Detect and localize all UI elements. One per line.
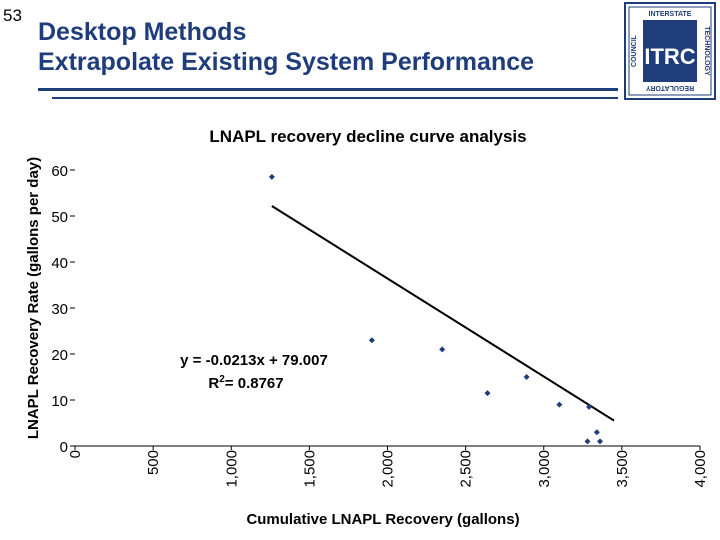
title-rule-top xyxy=(38,88,618,91)
data-point xyxy=(484,390,491,397)
title-line-2: Extrapolate Existing System Performance xyxy=(38,48,535,76)
x-tick-label: 1,500 xyxy=(301,450,318,488)
trendline-r2: R2= 0.8767 xyxy=(208,374,283,392)
data-point xyxy=(586,403,593,410)
logo-right-text: TECHNOLOGY xyxy=(703,26,710,76)
x-axis-label: Cumulative LNAPL Recovery (gallons) xyxy=(246,511,519,528)
logo-left-text: COUNCIL xyxy=(631,34,638,67)
x-tick-label: 500 xyxy=(145,450,162,475)
data-point xyxy=(268,173,275,180)
x-tick-label: 2,000 xyxy=(380,450,397,488)
x-tick-label: 0 xyxy=(67,450,84,458)
y-tick-label: 30 xyxy=(51,301,68,318)
x-tick-label: 1,000 xyxy=(223,450,240,488)
title-rule-bottom xyxy=(52,97,618,99)
y-axis-label: LNAPL Recovery Rate (gallons per day) xyxy=(25,157,42,439)
data-point xyxy=(523,374,530,380)
data-point xyxy=(597,438,603,445)
y-tick-label: 60 xyxy=(51,163,68,180)
y-tick-label: 40 xyxy=(51,255,68,272)
x-tick-label: 3,500 xyxy=(614,450,631,488)
y-tick-label: 20 xyxy=(51,347,68,364)
x-tick-label: 4,000 xyxy=(692,450,709,488)
x-tick-label: 2,500 xyxy=(458,450,475,488)
x-tick-label: 3,000 xyxy=(536,450,553,488)
data-point xyxy=(556,401,563,408)
r2-value: = 0.8767 xyxy=(225,375,284,392)
slide-title: Desktop Methods Extrapolate Existing Sys… xyxy=(38,17,534,77)
trendline-equation: y = -0.0213x + 79.007 xyxy=(180,352,328,369)
logo-top-text: INTERSTATE xyxy=(649,11,692,18)
logo-bottom-text: REGULATORY xyxy=(646,84,694,91)
data-point xyxy=(593,429,600,436)
slide-number: 53 xyxy=(3,6,22,25)
r2-superscript: 2 xyxy=(219,374,225,385)
r2-letter: R xyxy=(208,375,219,392)
itrc-logo: ITRC INTERSTATE REGULATORY COUNCIL TECHN… xyxy=(624,2,716,100)
y-tick-label: 50 xyxy=(51,209,68,226)
data-point xyxy=(368,337,375,344)
y-tick-label: 10 xyxy=(51,393,68,410)
chart-title: LNAPL recovery decline curve analysis xyxy=(209,127,526,146)
title-line-1: Desktop Methods xyxy=(38,18,247,46)
logo-main-text: ITRC xyxy=(644,44,695,69)
trendline xyxy=(271,205,615,422)
data-point xyxy=(584,438,591,445)
data-point xyxy=(439,346,446,353)
y-tick-label: 0 xyxy=(60,439,68,456)
